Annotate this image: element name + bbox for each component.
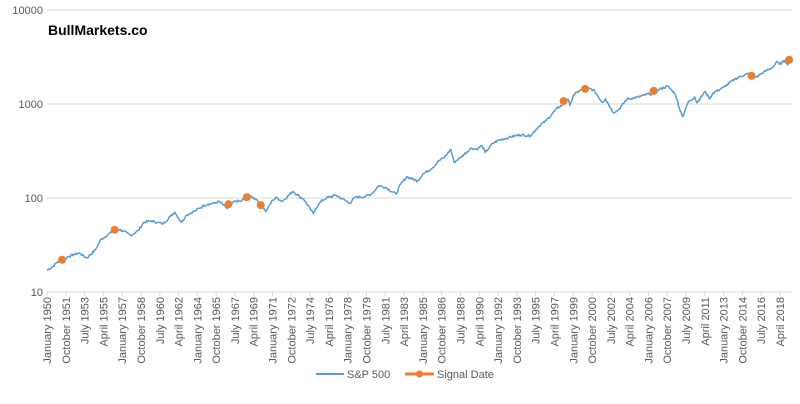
x-tick-label: October 1958 <box>136 297 148 364</box>
x-tick-label: April 1969 <box>249 297 261 347</box>
series-layer <box>46 55 794 271</box>
signal-date-marker <box>58 255 67 264</box>
signal-date-marker <box>785 55 794 64</box>
x-tick-label: January 1950 <box>42 297 54 364</box>
x-tick-label: April 2004 <box>625 297 637 347</box>
x-tick-label: October 1972 <box>286 297 298 364</box>
x-tick-label: July 1995 <box>531 297 543 344</box>
x-tick-label: October 1979 <box>362 297 374 364</box>
x-tick-label: July 1953 <box>80 297 92 344</box>
x-tick-label: April 1983 <box>399 297 411 347</box>
x-tick-label: July 1974 <box>305 297 317 344</box>
signal-date-marker <box>747 71 756 80</box>
x-tick-label: January 2013 <box>719 297 731 364</box>
x-tick-label: January 1957 <box>117 297 129 364</box>
y-tick-label: 100 <box>25 193 43 205</box>
legend-marker-signal <box>416 370 423 378</box>
y-tick-label: 1000 <box>19 99 43 111</box>
gridlines <box>47 9 792 293</box>
x-tick-label: July 1988 <box>455 297 467 344</box>
watermark: BullMarkets.co <box>48 22 148 38</box>
y-tick-label: 10 <box>31 287 43 299</box>
signal-date-marker <box>242 193 251 202</box>
x-tick-label: October 1986 <box>437 297 449 364</box>
x-tick-label: October 2014 <box>737 297 749 364</box>
x-tick-label: April 2011 <box>700 297 712 346</box>
sp500-line <box>46 59 791 271</box>
x-tick-label: January 1999 <box>568 297 580 364</box>
x-axis-ticks: January 1950 October 1951 July 1953 April 1… <box>42 292 787 364</box>
y-axis-ticks: 10 100 1000 10000 <box>12 5 43 299</box>
x-tick-label: January 1971 <box>268 297 280 364</box>
signal-date-marker <box>559 97 568 106</box>
legend-label-sp500: S&P 500 <box>347 369 390 381</box>
x-tick-label: July 1967 <box>230 297 242 344</box>
x-tick-label: April 1962 <box>174 297 186 347</box>
x-tick-label: April 1990 <box>474 297 486 347</box>
signal-date-marker <box>256 201 265 210</box>
x-tick-label: April 2018 <box>775 297 787 347</box>
x-tick-label: July 2009 <box>681 297 693 344</box>
x-tick-label: July 2002 <box>606 297 618 344</box>
x-tick-label: July 1960 <box>155 297 167 344</box>
signal-date-marker <box>581 84 590 93</box>
legend-label-signal: Signal Date <box>437 369 494 381</box>
x-tick-label: January 1964 <box>192 297 204 364</box>
x-tick-label: April 1955 <box>98 297 110 347</box>
x-tick-label: January 1978 <box>343 297 355 364</box>
x-tick-label: October 2007 <box>662 297 674 364</box>
x-tick-label: April 1976 <box>324 297 336 347</box>
x-tick-label: October 1965 <box>211 297 223 364</box>
x-tick-label: October 1993 <box>512 297 524 364</box>
x-tick-label: July 2016 <box>756 297 768 344</box>
signal-date-marker <box>649 86 658 95</box>
legend: S&P 500 Signal Date <box>316 369 494 381</box>
x-tick-label: July 1981 <box>380 297 392 344</box>
signal-date-marker <box>224 200 233 209</box>
y-tick-label: 10000 <box>12 5 43 17</box>
x-tick-label: October 2000 <box>587 297 599 364</box>
signal-date-marker <box>110 225 119 234</box>
x-tick-label: January 1985 <box>418 297 430 364</box>
x-tick-label: January 1992 <box>493 297 505 364</box>
x-tick-label: October 1951 <box>61 297 73 364</box>
x-tick-label: April 1997 <box>549 297 561 347</box>
x-tick-label: January 2006 <box>643 297 655 364</box>
